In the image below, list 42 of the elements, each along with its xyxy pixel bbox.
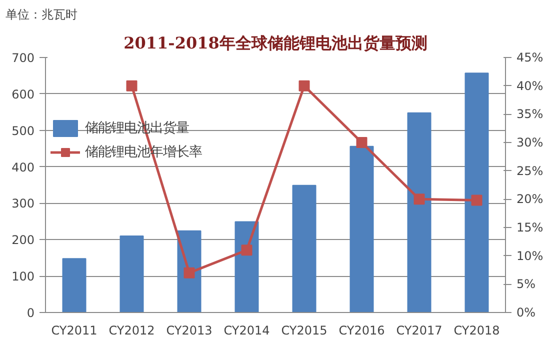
y-tick-label: 300: [12, 196, 34, 211]
y2-tick-label: 20%: [516, 192, 544, 206]
point: [241, 244, 252, 256]
bar: [350, 146, 374, 312]
bar: [292, 184, 316, 312]
y-tick-label: 400: [12, 160, 34, 174]
bar: [62, 258, 86, 312]
chart-title: 2011-2018年全球储能锂电池出货量预测: [124, 34, 428, 52]
x-tick-label: CY2017: [396, 324, 442, 338]
bar: [464, 72, 489, 312]
y-tick-label: 600: [12, 87, 34, 102]
point: [471, 194, 482, 206]
y2-tick-label: 25%: [516, 164, 544, 178]
x-tick-label: CY2011: [51, 324, 98, 338]
y-tick-label: 500: [12, 124, 34, 138]
x-tick-label: CY2016: [338, 324, 385, 338]
y2-tick-label: 40%: [516, 78, 544, 93]
x-tick-label: CY2015: [281, 324, 328, 338]
point: [356, 137, 368, 148]
y-tick-label: 100: [12, 270, 34, 284]
point: [184, 267, 195, 278]
x-tick-label: CY2012: [108, 324, 155, 338]
y2-tick-label: 15%: [516, 220, 544, 234]
text: 单位：兆瓦时: [6, 8, 78, 22]
y2-tick-label: 35%: [516, 107, 544, 122]
y-tick-label: 200: [12, 233, 34, 248]
point: [298, 80, 310, 92]
bar: [234, 221, 259, 312]
x-tick-label: CY2013: [166, 324, 212, 338]
point: [126, 80, 138, 92]
y-tick-label: 0: [26, 306, 35, 320]
bar: [120, 236, 144, 312]
y2-tick-label: 10%: [516, 248, 544, 263]
y2-tick-label: 0%: [516, 306, 536, 320]
y2-tick-label: 30%: [516, 136, 544, 150]
y2-tick-label: 45%: [516, 50, 544, 64]
bar: [407, 112, 432, 312]
x-tick-label: CY2018: [454, 324, 500, 338]
point: [414, 194, 425, 205]
x-tick-label: CY2014: [224, 324, 270, 338]
y2-tick-label: 5%: [516, 277, 536, 292]
y-tick-label: 700: [12, 51, 34, 65]
